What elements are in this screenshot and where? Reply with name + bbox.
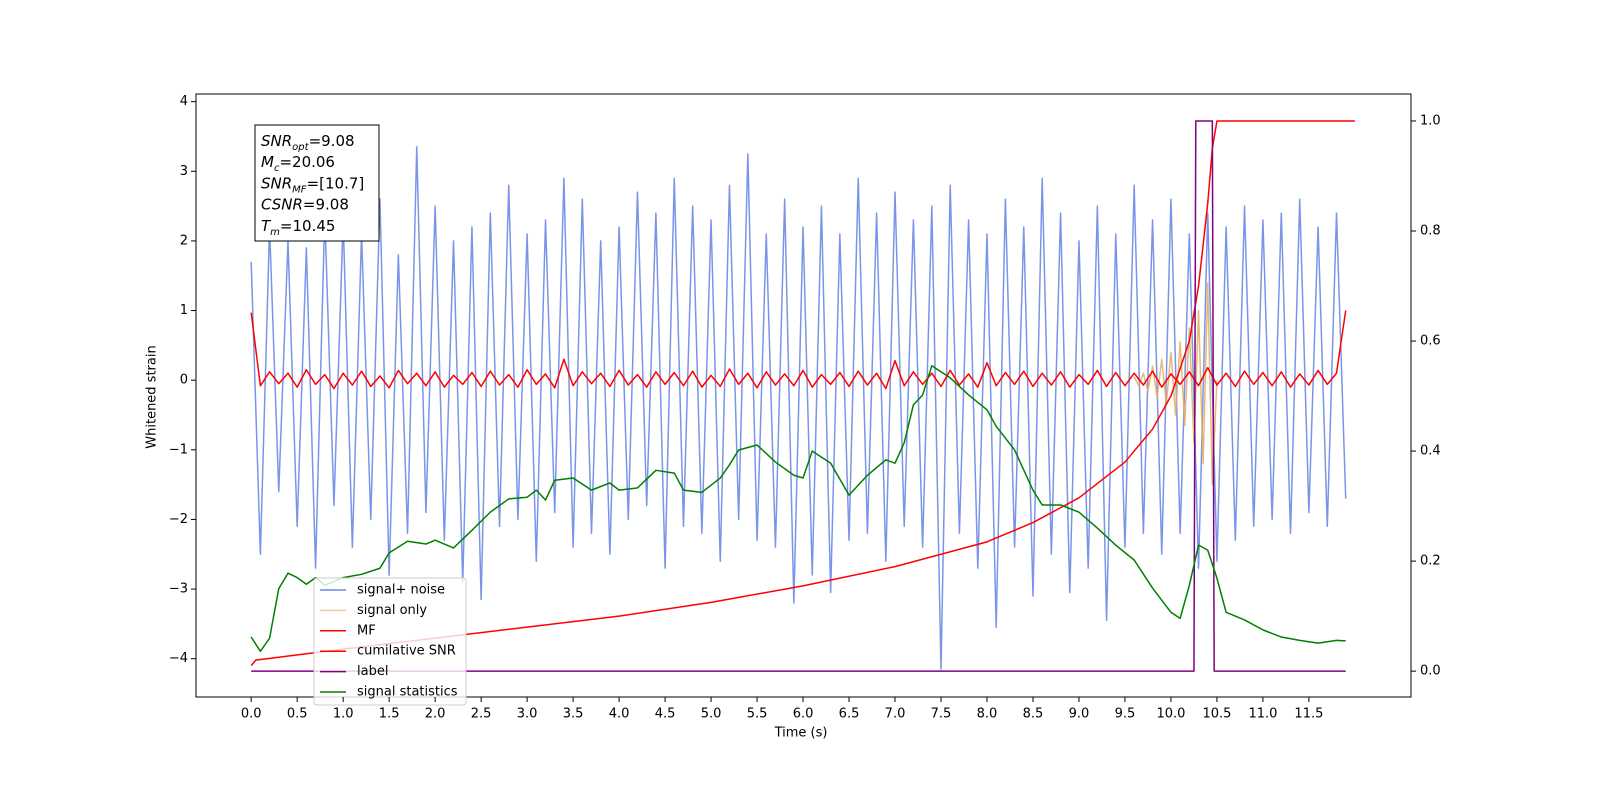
annotation-box: SNRopt=9.08Mc=20.06SNRMF=[10.7]CSNR=9.08… [254, 124, 380, 242]
x-axis-label: Time (s) [774, 726, 828, 741]
x-tick-label: 7.5 [931, 707, 952, 722]
legend-label: cumilative SNR [357, 644, 456, 659]
legend-frame [313, 577, 467, 706]
x-tick-label: 5.5 [747, 707, 768, 722]
annotation-text: CSNR=9.08 [261, 195, 349, 213]
x-tick-label: 3.0 [517, 707, 538, 722]
y-tick-label: −3 [169, 582, 188, 597]
x-tick-label: 4.5 [655, 707, 676, 722]
x-tick-label: 8.5 [1023, 707, 1044, 722]
y-tick-label: 3 [180, 164, 188, 179]
annotation-symbol: SNR [261, 132, 292, 150]
x-tick-label: 4.0 [609, 707, 630, 722]
y2-tick-label: 0.0 [1420, 664, 1441, 679]
x-tick-label: 1.5 [379, 707, 400, 722]
series-line [250, 310, 1347, 390]
y-tick-label: 4 [180, 94, 188, 109]
x-tick-label: 7.0 [885, 707, 906, 722]
x-tick-label: 2.0 [425, 707, 446, 722]
y-axis-label: Whitened strain [145, 345, 160, 448]
y-tick-label: 2 [180, 233, 188, 248]
annotation-value: =9.08 [309, 132, 355, 150]
annotation-text: Mc=20.06 [261, 153, 335, 174]
annotation-value: =[10.7] [307, 174, 365, 192]
annotation-symbol: SNR [261, 174, 292, 192]
annotation-value: =9.08 [303, 195, 349, 213]
y2-tick-label: 0.2 [1420, 554, 1441, 569]
legend-label: signal statistics [357, 685, 458, 700]
x-tick-label: 6.5 [839, 707, 860, 722]
annotation-text: SNRopt=9.08 [261, 132, 355, 153]
x-tick-label: 11.0 [1248, 707, 1277, 722]
legend-label: signal+ noise [357, 583, 445, 598]
x-tick-label: 5.0 [701, 707, 722, 722]
y-tick-label: 1 [180, 303, 188, 318]
x-tick-label: 2.5 [471, 707, 492, 722]
annotation-subscript: c [274, 163, 280, 174]
y-tick-label: 0 [180, 373, 188, 388]
y2-tick-label: 0.8 [1420, 223, 1441, 238]
x-tick-label: 6.0 [793, 707, 814, 722]
annotation-subscript: MF [292, 184, 307, 195]
series-line [1133, 281, 1218, 486]
annotation-subscript: m [270, 226, 280, 237]
annotation-frame [254, 124, 380, 242]
annotation-value: =20.06 [279, 153, 335, 171]
x-tick-label: 9.0 [1069, 707, 1090, 722]
annotation-text: SNRMF=[10.7] [261, 174, 364, 195]
annotation-text: Tm=10.45 [261, 216, 335, 237]
x-tick-label: 9.5 [1115, 707, 1136, 722]
x-tick-label: 8.0 [977, 707, 998, 722]
annotation-symbol: T [261, 216, 272, 234]
x-tick-label: 0.5 [287, 707, 308, 722]
series-line [250, 365, 1346, 653]
y-tick-label: −4 [169, 651, 188, 666]
x-tick-label: 11.5 [1294, 707, 1323, 722]
y-tick-label: −1 [169, 442, 188, 457]
annotation-symbol: CSNR [261, 195, 303, 213]
annotation-value: =10.45 [280, 216, 336, 234]
x-tick-label: 10.5 [1202, 707, 1231, 722]
legend-label: signal only [357, 603, 427, 618]
series-line [251, 120, 1346, 672]
y2-tick-label: 0.6 [1420, 334, 1441, 349]
series-line [250, 146, 1347, 670]
legend-label: MF [357, 623, 376, 638]
y2-tick-label: 1.0 [1420, 113, 1441, 128]
x-tick-label: 3.5 [563, 707, 584, 722]
x-tick-label: 10.0 [1156, 707, 1185, 722]
legend: signal+ noise signal only MF cumilative SNR… [313, 577, 467, 706]
x-tick-label: 0.0 [241, 707, 262, 722]
x-tick-label: 1.0 [333, 707, 354, 722]
annotation-subscript: opt [292, 142, 309, 153]
y-tick-label: −2 [169, 512, 188, 527]
legend-label: label [357, 664, 388, 679]
annotation-symbol: M [261, 153, 274, 171]
y2-tick-label: 0.4 [1420, 444, 1441, 459]
